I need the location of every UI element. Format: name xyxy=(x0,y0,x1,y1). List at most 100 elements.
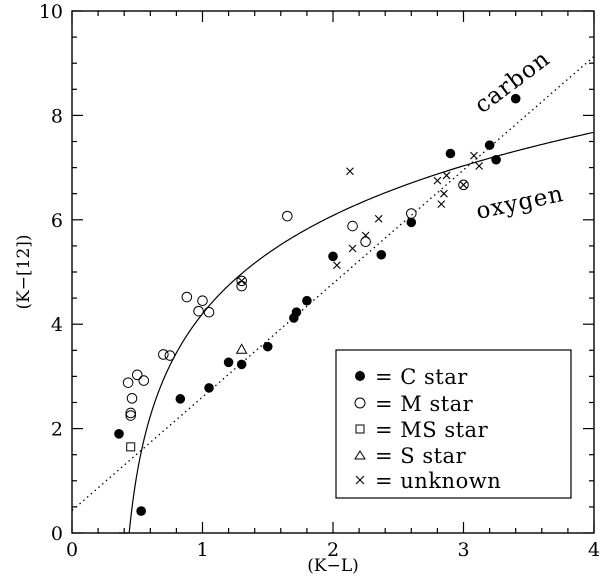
c-star-point xyxy=(136,506,146,516)
cross-stroke xyxy=(346,167,354,176)
y-tick-labels: 0 2 4 6 8 10 xyxy=(39,1,63,545)
unknown-point xyxy=(459,180,468,189)
cross-stroke xyxy=(470,151,478,160)
cross-stroke xyxy=(361,231,370,240)
x-axis-label: (K−L) xyxy=(307,556,359,576)
data-points xyxy=(114,93,521,516)
y-tick-label: 2 xyxy=(51,419,63,441)
m-star-point xyxy=(131,369,143,381)
c-star-point xyxy=(204,383,214,393)
unknown-point xyxy=(437,200,446,209)
unknown-point xyxy=(346,167,354,176)
y-tick-label: 6 xyxy=(51,210,63,232)
legend-item-s-star: = S star xyxy=(354,444,467,468)
m-star-point xyxy=(347,220,358,232)
unknown-point xyxy=(348,244,357,253)
m-star-point xyxy=(236,275,247,287)
m-star-point xyxy=(197,295,208,307)
y-tick-label: 8 xyxy=(51,105,63,127)
m-star-point xyxy=(360,236,371,248)
unknown-point xyxy=(333,261,341,270)
c-star-point xyxy=(491,154,501,165)
legend-label-m-star: = M star xyxy=(375,392,474,416)
y-tick-label: 10 xyxy=(39,1,63,23)
m-star-point xyxy=(158,349,169,360)
m-star-point xyxy=(181,291,193,303)
cross-stroke xyxy=(374,214,383,223)
cross-stroke xyxy=(237,276,246,285)
cross-icon xyxy=(355,475,365,485)
legend-item-m-star: = M star xyxy=(354,392,474,416)
m-star-point xyxy=(164,350,176,361)
legend-item-unknown: = unknown xyxy=(355,469,501,493)
x-tick-label: 4 xyxy=(588,539,600,561)
cross-stroke xyxy=(442,171,451,180)
c-star-point xyxy=(484,140,495,150)
x-tick-label: 3 xyxy=(457,539,469,561)
axes: 0 1 2 3 4 0 2 4 6 8 10 (K−L) (K−[12]) xyxy=(14,1,600,576)
filled-circle-icon xyxy=(355,371,365,381)
y-axis-label: (K−[12]) xyxy=(14,234,34,309)
legend-box xyxy=(335,349,572,499)
legend-label-c-star: = C star xyxy=(375,365,468,389)
c-star-point xyxy=(223,357,234,368)
carbon-fit-line xyxy=(71,55,595,512)
c-star-point xyxy=(175,394,186,404)
y-tick-label: 4 xyxy=(51,314,63,336)
c-star-point xyxy=(302,295,312,306)
unknown-point xyxy=(361,231,370,240)
y-tick-label: 0 xyxy=(51,523,63,545)
unknown-point xyxy=(442,171,451,180)
unknown-point xyxy=(374,214,383,223)
cross-stroke xyxy=(459,180,468,189)
x-tick-label: 1 xyxy=(196,539,208,561)
unknown-point xyxy=(440,189,448,198)
s-star-point xyxy=(235,343,248,354)
unknown-point xyxy=(475,162,484,170)
m-star-point xyxy=(125,410,137,421)
oxygen-curve-label: oxygen xyxy=(474,181,566,225)
cross-stroke xyxy=(440,189,448,198)
c-star-point xyxy=(406,217,417,228)
cross-stroke xyxy=(437,200,446,209)
unknown-point xyxy=(237,276,246,285)
legend-label-ms-star: = MS star xyxy=(375,418,489,442)
m-star-point xyxy=(193,305,204,317)
legend-item-ms-star: = MS star xyxy=(355,418,489,442)
m-star-point xyxy=(125,407,137,419)
open-square-icon xyxy=(355,424,365,434)
m-star-point xyxy=(406,208,417,219)
c-star-point xyxy=(445,148,456,159)
c-star-point xyxy=(291,307,302,317)
cross-stroke xyxy=(333,261,341,270)
carbon-curve-label: carbon xyxy=(470,46,555,119)
cross-stroke xyxy=(348,244,357,253)
c-star-point xyxy=(114,429,124,439)
c-star-point xyxy=(262,341,273,352)
legend-item-c-star: = C star xyxy=(355,365,468,389)
open-circle-icon xyxy=(354,397,366,409)
c-star-point xyxy=(376,249,387,260)
unknown-point xyxy=(433,176,442,185)
cross-stroke xyxy=(433,176,442,185)
ms-star-point xyxy=(126,442,136,452)
c-star-point xyxy=(236,359,247,370)
axis-ticks xyxy=(71,10,595,534)
unknown-point xyxy=(470,151,478,160)
m-star-point xyxy=(122,377,134,388)
legend-label-unknown: = unknown xyxy=(375,469,501,493)
m-star-point xyxy=(203,306,215,318)
m-star-point xyxy=(282,210,293,222)
legend: = C star = M star = MS star = S star = u… xyxy=(335,349,572,499)
m-star-point xyxy=(126,393,138,404)
c-star-point xyxy=(328,251,338,262)
x-tick-label: 0 xyxy=(66,539,78,561)
c-star-point xyxy=(510,93,521,104)
x-tick-label: 2 xyxy=(327,539,339,561)
open-triangle-icon xyxy=(354,450,366,460)
legend-label-s-star: = S star xyxy=(375,444,467,468)
m-star-point xyxy=(458,179,469,191)
cross-stroke xyxy=(475,162,484,170)
m-star-point xyxy=(138,375,150,386)
